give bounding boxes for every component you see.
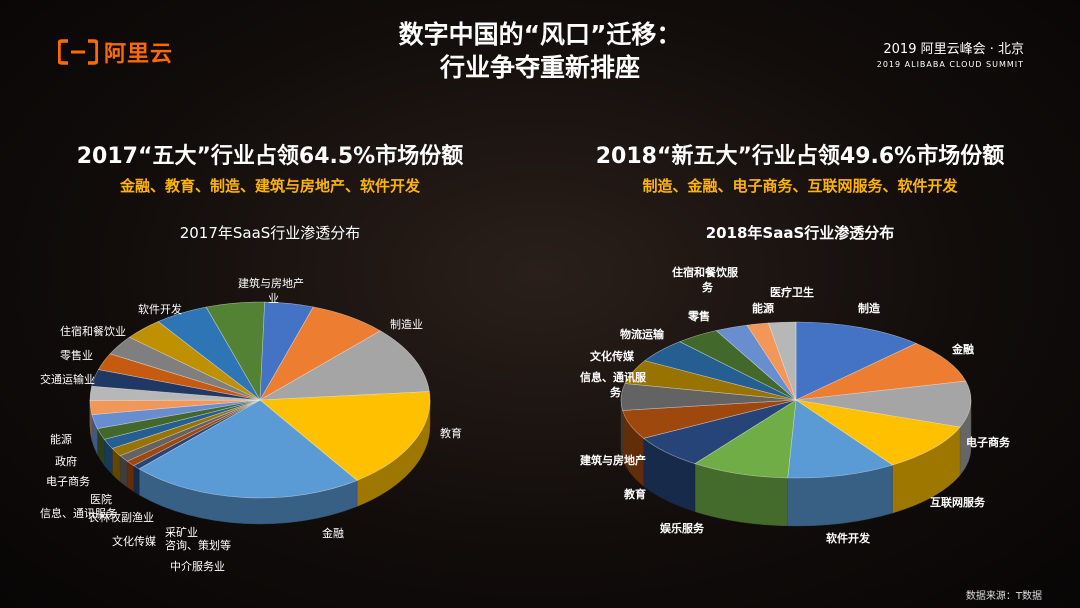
pie-label-1-0: 制造 (858, 301, 881, 315)
pie-label-1-14: 医疗卫生 (770, 285, 814, 299)
subheadline-2018: 制造、金融、电子商务、互联网服务、软件开发 (642, 177, 958, 195)
pie-label-0-12: 能源 (50, 432, 72, 446)
pie-label-0-14: 零售业 (60, 348, 93, 362)
pie-side-0-4 (126, 460, 134, 493)
alibaba-cloud-logo-icon (58, 39, 98, 65)
pie-label-0-17: 建筑与房地产业 (238, 276, 304, 305)
pie-label-0-1: 教育 (440, 426, 462, 440)
pie-label-0-6: 文化传媒 (112, 534, 156, 548)
pie-label-0-7: 农林牧副渔业 (88, 510, 154, 524)
pie-label-0-15: 住宿和餐饮业 (60, 324, 126, 338)
alibaba-cloud-logo: 阿里云 (58, 36, 173, 68)
pie-label-1-4: 软件开发 (826, 531, 871, 545)
pie-label-0-11: 政府 (55, 454, 77, 468)
pie-sides (620, 399, 972, 527)
pie-label-1-5: 娱乐服务 (660, 521, 705, 535)
page-title: 数字中国的“风口”迁移： 行业争夺重新排座 (340, 18, 740, 84)
subheadline-2017: 金融、教育、制造、建筑与房地产、软件开发 (119, 177, 420, 195)
pie-slice-0-2 (138, 399, 358, 499)
headline-2018: 2018“新五大”行业占领49.6%市场份额 (595, 144, 1005, 169)
pie-label-1-9: 文化传媒 (590, 349, 635, 363)
pie-label-1-6: 教育 (623, 487, 646, 501)
pie-label-1-13: 能源 (752, 301, 774, 315)
pie-label-1-3: 互联网服务 (930, 495, 986, 509)
pie-slice-1-4 (787, 399, 894, 479)
event-line-2: 2019 ALIBABA CLOUD SUMMIT (876, 60, 1024, 69)
pie-label-0-16: 软件开发 (138, 302, 182, 316)
pie-label-1-11: 零售 (687, 309, 710, 323)
event-name: 2019 阿里云峰会 · 北京 2019 ALIBABA CLOUD SUMMI… (877, 38, 1024, 69)
pie-slice-0-19 (259, 306, 381, 401)
pie-label-0-3: 中介服务业 (170, 560, 225, 573)
pie-slice-1-14 (768, 321, 797, 401)
pie-label-0-0: 制造业 (390, 317, 423, 331)
pie-slice-1-2 (795, 380, 972, 428)
chart-title-2018: 2018年SaaS行业渗透分布 (705, 224, 895, 242)
pie-label-0-9: 信息、通讯服务 (40, 506, 117, 520)
pie-label-0-2: 金融 (322, 526, 344, 540)
pie-label-1-2: 电子商务 (966, 435, 1011, 449)
pie-label-1-1: 金融 (951, 342, 974, 356)
pie-label-0-10: 电子商务 (46, 474, 90, 488)
pie-label-1-12: 住宿和餐饮服务 (672, 265, 739, 294)
pie-top (89, 301, 431, 499)
title-line-1: 数字中国的“风口”迁移： (398, 20, 682, 49)
event-line-1: 2019 阿里云峰会 · 北京 (883, 42, 1024, 57)
pie-label-1-7: 建筑与房地产 (580, 453, 646, 467)
logo-text: 阿里云 (104, 42, 174, 67)
headline-2017: 2017“五大”行业占领64.5%市场份额 (76, 144, 464, 169)
pie-slice-1-1 (795, 343, 967, 401)
pie-label-1-10: 物流运输 (620, 327, 665, 341)
pie-label-0-5: 采矿业 (165, 526, 198, 539)
chart-title-2017: 2017年SaaS行业渗透分布 (179, 224, 361, 242)
data-source: 数据来源：T数据 (965, 591, 1042, 602)
pie-label-1-8: 信息、通讯服务 (580, 370, 647, 399)
pie-slice-1-5 (694, 399, 797, 479)
pie-slice-1-3 (795, 399, 961, 466)
pie-slice-1-0 (795, 321, 918, 401)
pie-label-0-8: 医院 (90, 492, 112, 506)
pie-slice-0-0 (259, 330, 430, 401)
pie-slice-0-1 (259, 391, 431, 481)
title-line-2: 行业争夺重新排座 (439, 53, 640, 82)
pie-label-0-4: 咨询、策划等 (165, 538, 231, 552)
pie-top (620, 321, 972, 479)
pie-label-0-13: 交通运输业 (40, 372, 95, 386)
pie-side-0-3 (133, 465, 140, 496)
